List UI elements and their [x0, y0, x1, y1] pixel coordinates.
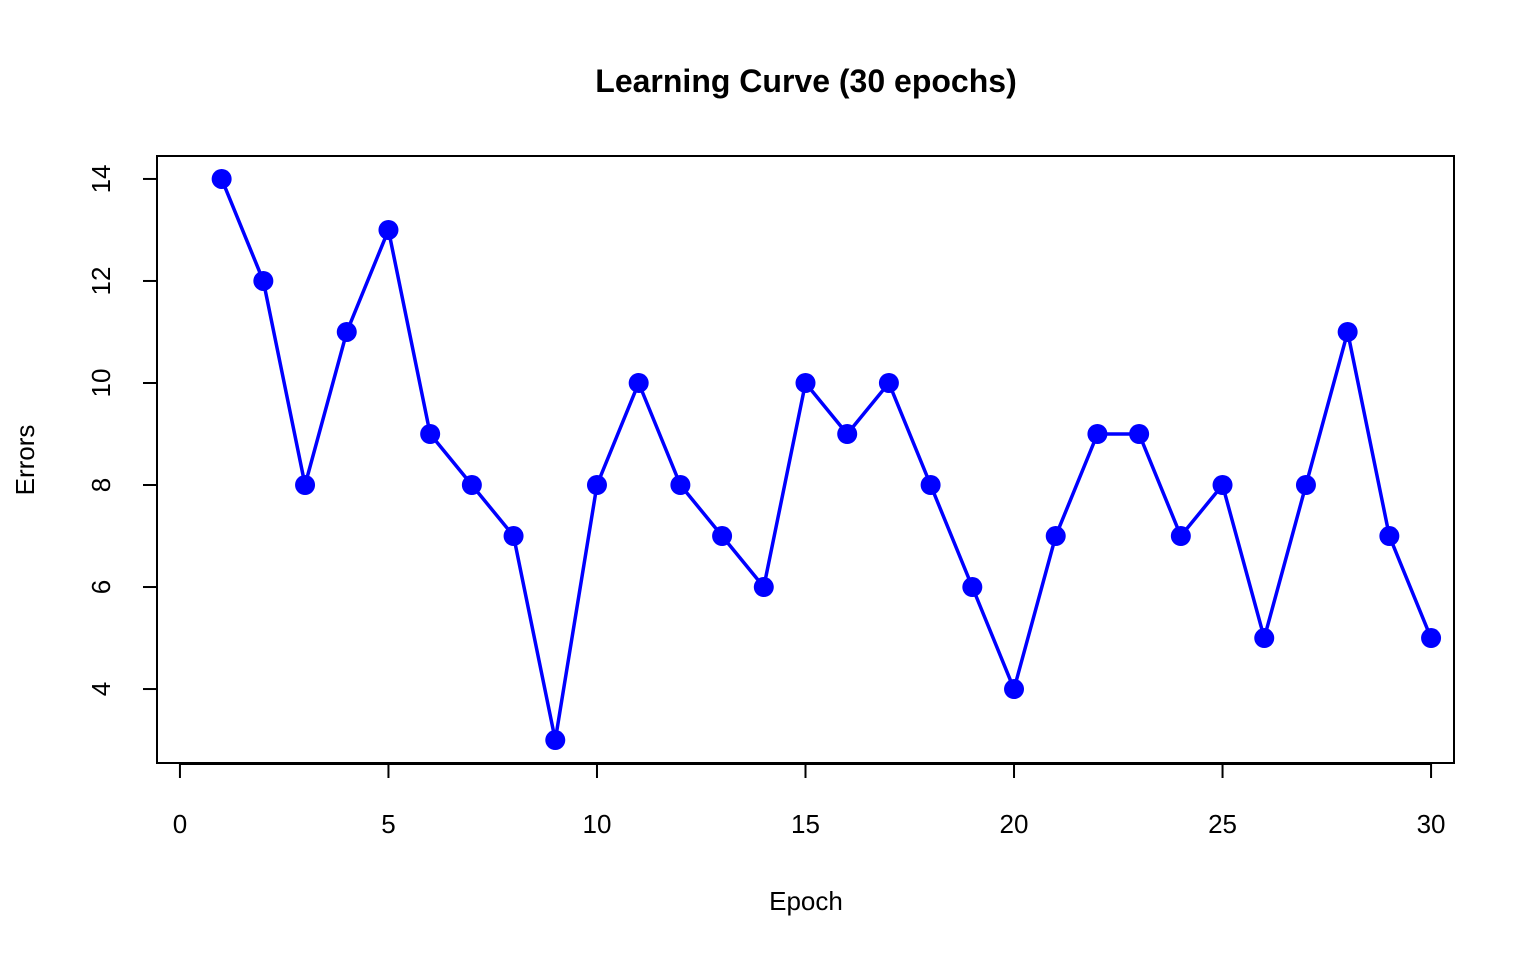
x-tick-label: 25 [1208, 809, 1237, 839]
data-point [295, 475, 316, 496]
data-point [211, 168, 232, 189]
data-point [461, 475, 482, 496]
data-point [1170, 526, 1191, 547]
y-tick-label: 8 [86, 478, 116, 492]
y-tick-label: 4 [86, 682, 116, 696]
data-point [1337, 321, 1358, 342]
data-point [1421, 628, 1442, 649]
data-point [586, 475, 607, 496]
data-point [1212, 475, 1233, 496]
x-tick-label: 0 [173, 809, 187, 839]
y-tick-label: 6 [86, 580, 116, 594]
data-point [336, 321, 357, 342]
data-point [503, 526, 524, 547]
data-point [670, 475, 691, 496]
data-point [253, 270, 274, 291]
y-tick-label: 10 [86, 369, 116, 398]
data-point [712, 526, 733, 547]
data-point [962, 577, 983, 598]
plot-area-frame [156, 155, 1455, 764]
data-point [1379, 526, 1400, 547]
chart-title: Learning Curve (30 epochs) [595, 63, 1016, 99]
series-line [220, 178, 1433, 742]
data-point [1045, 526, 1066, 547]
data-point [378, 219, 399, 240]
y-tick-label: 14 [86, 164, 116, 193]
x-tick-label: 5 [381, 809, 395, 839]
data-point [1295, 475, 1316, 496]
data-point [1087, 423, 1108, 444]
x-tick-label: 30 [1417, 809, 1446, 839]
x-tick-label: 10 [583, 809, 612, 839]
data-point [753, 577, 774, 598]
x-axis-label: Epoch [769, 886, 843, 916]
y-axis: 4 6 8 10 12 14 [86, 164, 158, 696]
x-tick-label: 20 [1000, 809, 1029, 839]
data-point [878, 372, 899, 393]
data-point [1129, 423, 1150, 444]
x-axis: 0 5 10 15 20 25 30 [173, 763, 1446, 839]
y-tick-label: 12 [86, 267, 116, 296]
data-point [1004, 679, 1025, 700]
x-tick-label: 15 [791, 809, 820, 839]
data-point [837, 423, 858, 444]
series-layer [211, 168, 1442, 751]
data-point [628, 372, 649, 393]
data-point [420, 423, 441, 444]
data-point [795, 372, 816, 393]
data-point [545, 730, 566, 751]
data-point [1254, 628, 1275, 649]
y-axis-label: Errors [10, 425, 40, 496]
data-point [920, 475, 941, 496]
